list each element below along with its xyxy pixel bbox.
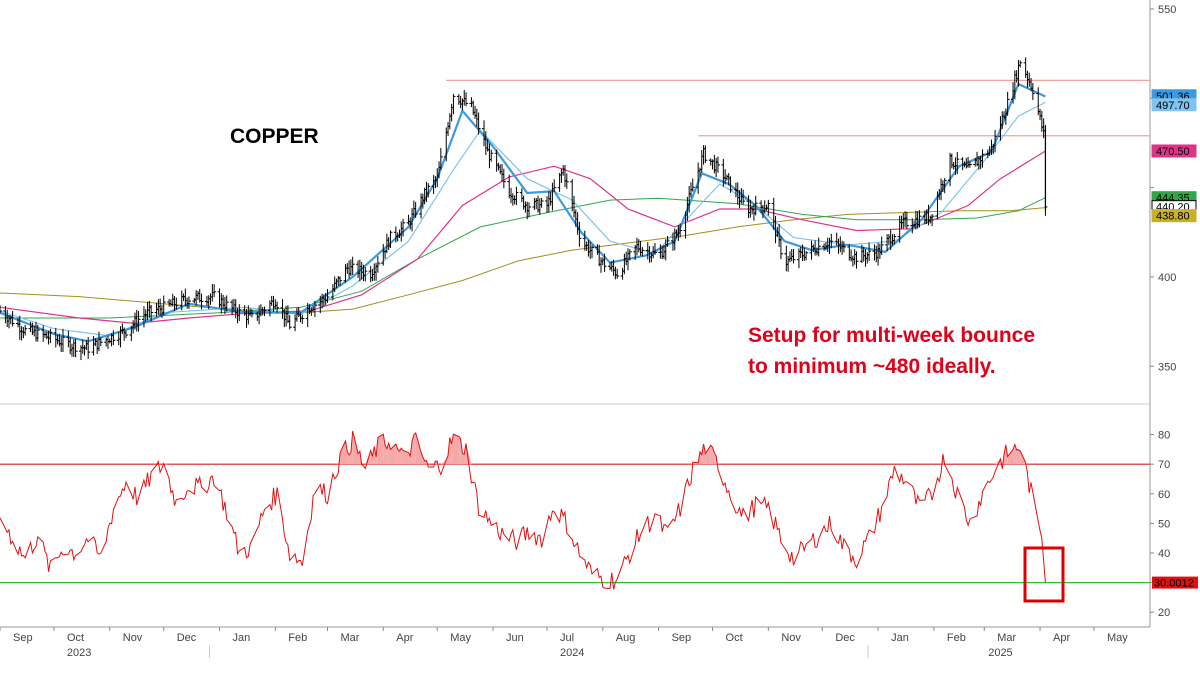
- price-bars: [0, 57, 1048, 361]
- month-label: Jan: [891, 632, 909, 644]
- rsi-fill-segment: [462, 453, 465, 465]
- last-value-tag-label: 438.80: [1156, 211, 1190, 223]
- rsi-fill-segment: [401, 448, 404, 465]
- year-label: 2023: [67, 647, 91, 659]
- last-value-tag: 470.50: [1151, 144, 1197, 158]
- rsi-fill-segment: [352, 431, 359, 465]
- rsi-fill-segment: [1007, 449, 1014, 465]
- rsi-fill-segment: [453, 434, 459, 465]
- last-value-tag-label: 470.50: [1156, 146, 1190, 158]
- month-label: Feb: [947, 632, 966, 644]
- month-label: Aug: [616, 632, 636, 644]
- rsi-fill-segment: [415, 432, 422, 465]
- rsi-fill-segment: [449, 437, 452, 465]
- last-value-tag-box: [1151, 209, 1197, 223]
- rsi-fill-segment: [458, 436, 461, 465]
- ma-pink-line: [0, 150, 1046, 325]
- rsi-fill-segment: [390, 444, 396, 465]
- rsi-fill-segment: [403, 450, 409, 465]
- rsi-last-value-tag: [1152, 576, 1198, 589]
- month-label: May: [1107, 632, 1128, 644]
- rsi-fill-segment: [1018, 449, 1021, 465]
- month-label: Sep: [672, 632, 692, 644]
- month-label: Mar: [997, 632, 1016, 644]
- month-label: Jul: [560, 632, 574, 644]
- month-label: Apr: [1053, 632, 1070, 644]
- rsi-fill-segment: [383, 434, 386, 465]
- rsi-fill-segment: [385, 445, 387, 465]
- rsi-axis-label: 40: [1158, 548, 1170, 560]
- rsi-fill-segment: [699, 451, 702, 465]
- ma-green-line: [0, 197, 1046, 319]
- month-label: Apr: [396, 632, 413, 644]
- rsi-axis-label: 60: [1158, 489, 1170, 501]
- year-label: 2025: [988, 647, 1012, 659]
- rsi-axis-label: 20: [1158, 607, 1170, 619]
- month-label: Mar: [340, 632, 359, 644]
- rsi-last-value-label: 30.0012: [1154, 578, 1194, 590]
- last-value-tag-box: [1151, 144, 1197, 158]
- ma-olive-line: [0, 207, 1046, 314]
- rsi-fill-segment: [710, 445, 713, 465]
- rsi-fill-segment: [399, 448, 402, 465]
- annotation-note: Setup for multi-week bounce to minimum ~…: [748, 320, 1035, 382]
- last-value-tag: 497.70: [1151, 98, 1197, 112]
- last-value-tag-label: 497.70: [1156, 100, 1190, 112]
- rsi-axis-label: 80: [1158, 430, 1170, 442]
- rsi-fill-segment: [435, 461, 438, 465]
- rsi-axis-label: 50: [1158, 518, 1170, 530]
- month-label: Oct: [67, 632, 84, 644]
- rsi-fill-segment: [424, 460, 427, 465]
- month-label: Feb: [288, 632, 307, 644]
- price-axis-label: 400: [1158, 272, 1176, 284]
- month-label: Jan: [233, 632, 251, 644]
- rsi-fill-segment: [1016, 449, 1019, 465]
- annotation-line-1: Setup for multi-week bounce: [748, 324, 1036, 347]
- month-label: Oct: [726, 632, 743, 644]
- rsi-fill-segment: [412, 434, 414, 465]
- rsi-fill-segment: [705, 445, 711, 465]
- rsi-overbought-fill: [156, 431, 1028, 465]
- month-label: Dec: [177, 632, 197, 644]
- month-label: May: [450, 632, 471, 644]
- year-label: 2024: [560, 647, 584, 659]
- month-label: Jun: [506, 632, 524, 644]
- month-label: Nov: [781, 632, 801, 644]
- annotation-line-2: to minimum ~480 ideally.: [748, 355, 996, 378]
- price-axis-label: 550: [1158, 4, 1176, 16]
- rsi-fill-segment: [703, 444, 706, 465]
- rsi-fill-segment: [340, 440, 346, 465]
- rsi-fill-segment: [413, 432, 416, 465]
- last-value-tag: 438.80: [1151, 209, 1197, 223]
- rsi-fill-segment: [370, 450, 373, 465]
- month-label: Sep: [13, 632, 33, 644]
- chart-title: COPPER: [230, 125, 319, 148]
- rsi-fill-segment: [466, 443, 472, 465]
- rsi-fill-segment: [377, 434, 384, 465]
- rsi-fill-segment: [421, 452, 423, 465]
- last-value-tag-box: [1151, 98, 1197, 112]
- rsi-axis-label: 70: [1158, 459, 1170, 471]
- month-label: Nov: [123, 632, 143, 644]
- rsi-fill-segment: [163, 463, 170, 465]
- rsi-line: [0, 430, 1046, 590]
- oversold-highlight-box: [1023, 546, 1065, 603]
- ma-light-line: [0, 101, 1046, 337]
- price-axis-label: 350: [1158, 361, 1176, 373]
- month-label: Dec: [835, 632, 855, 644]
- rsi-fill-segment: [358, 451, 360, 465]
- rsi-fill-segment: [345, 440, 348, 465]
- rsi-fill-segment: [397, 449, 400, 465]
